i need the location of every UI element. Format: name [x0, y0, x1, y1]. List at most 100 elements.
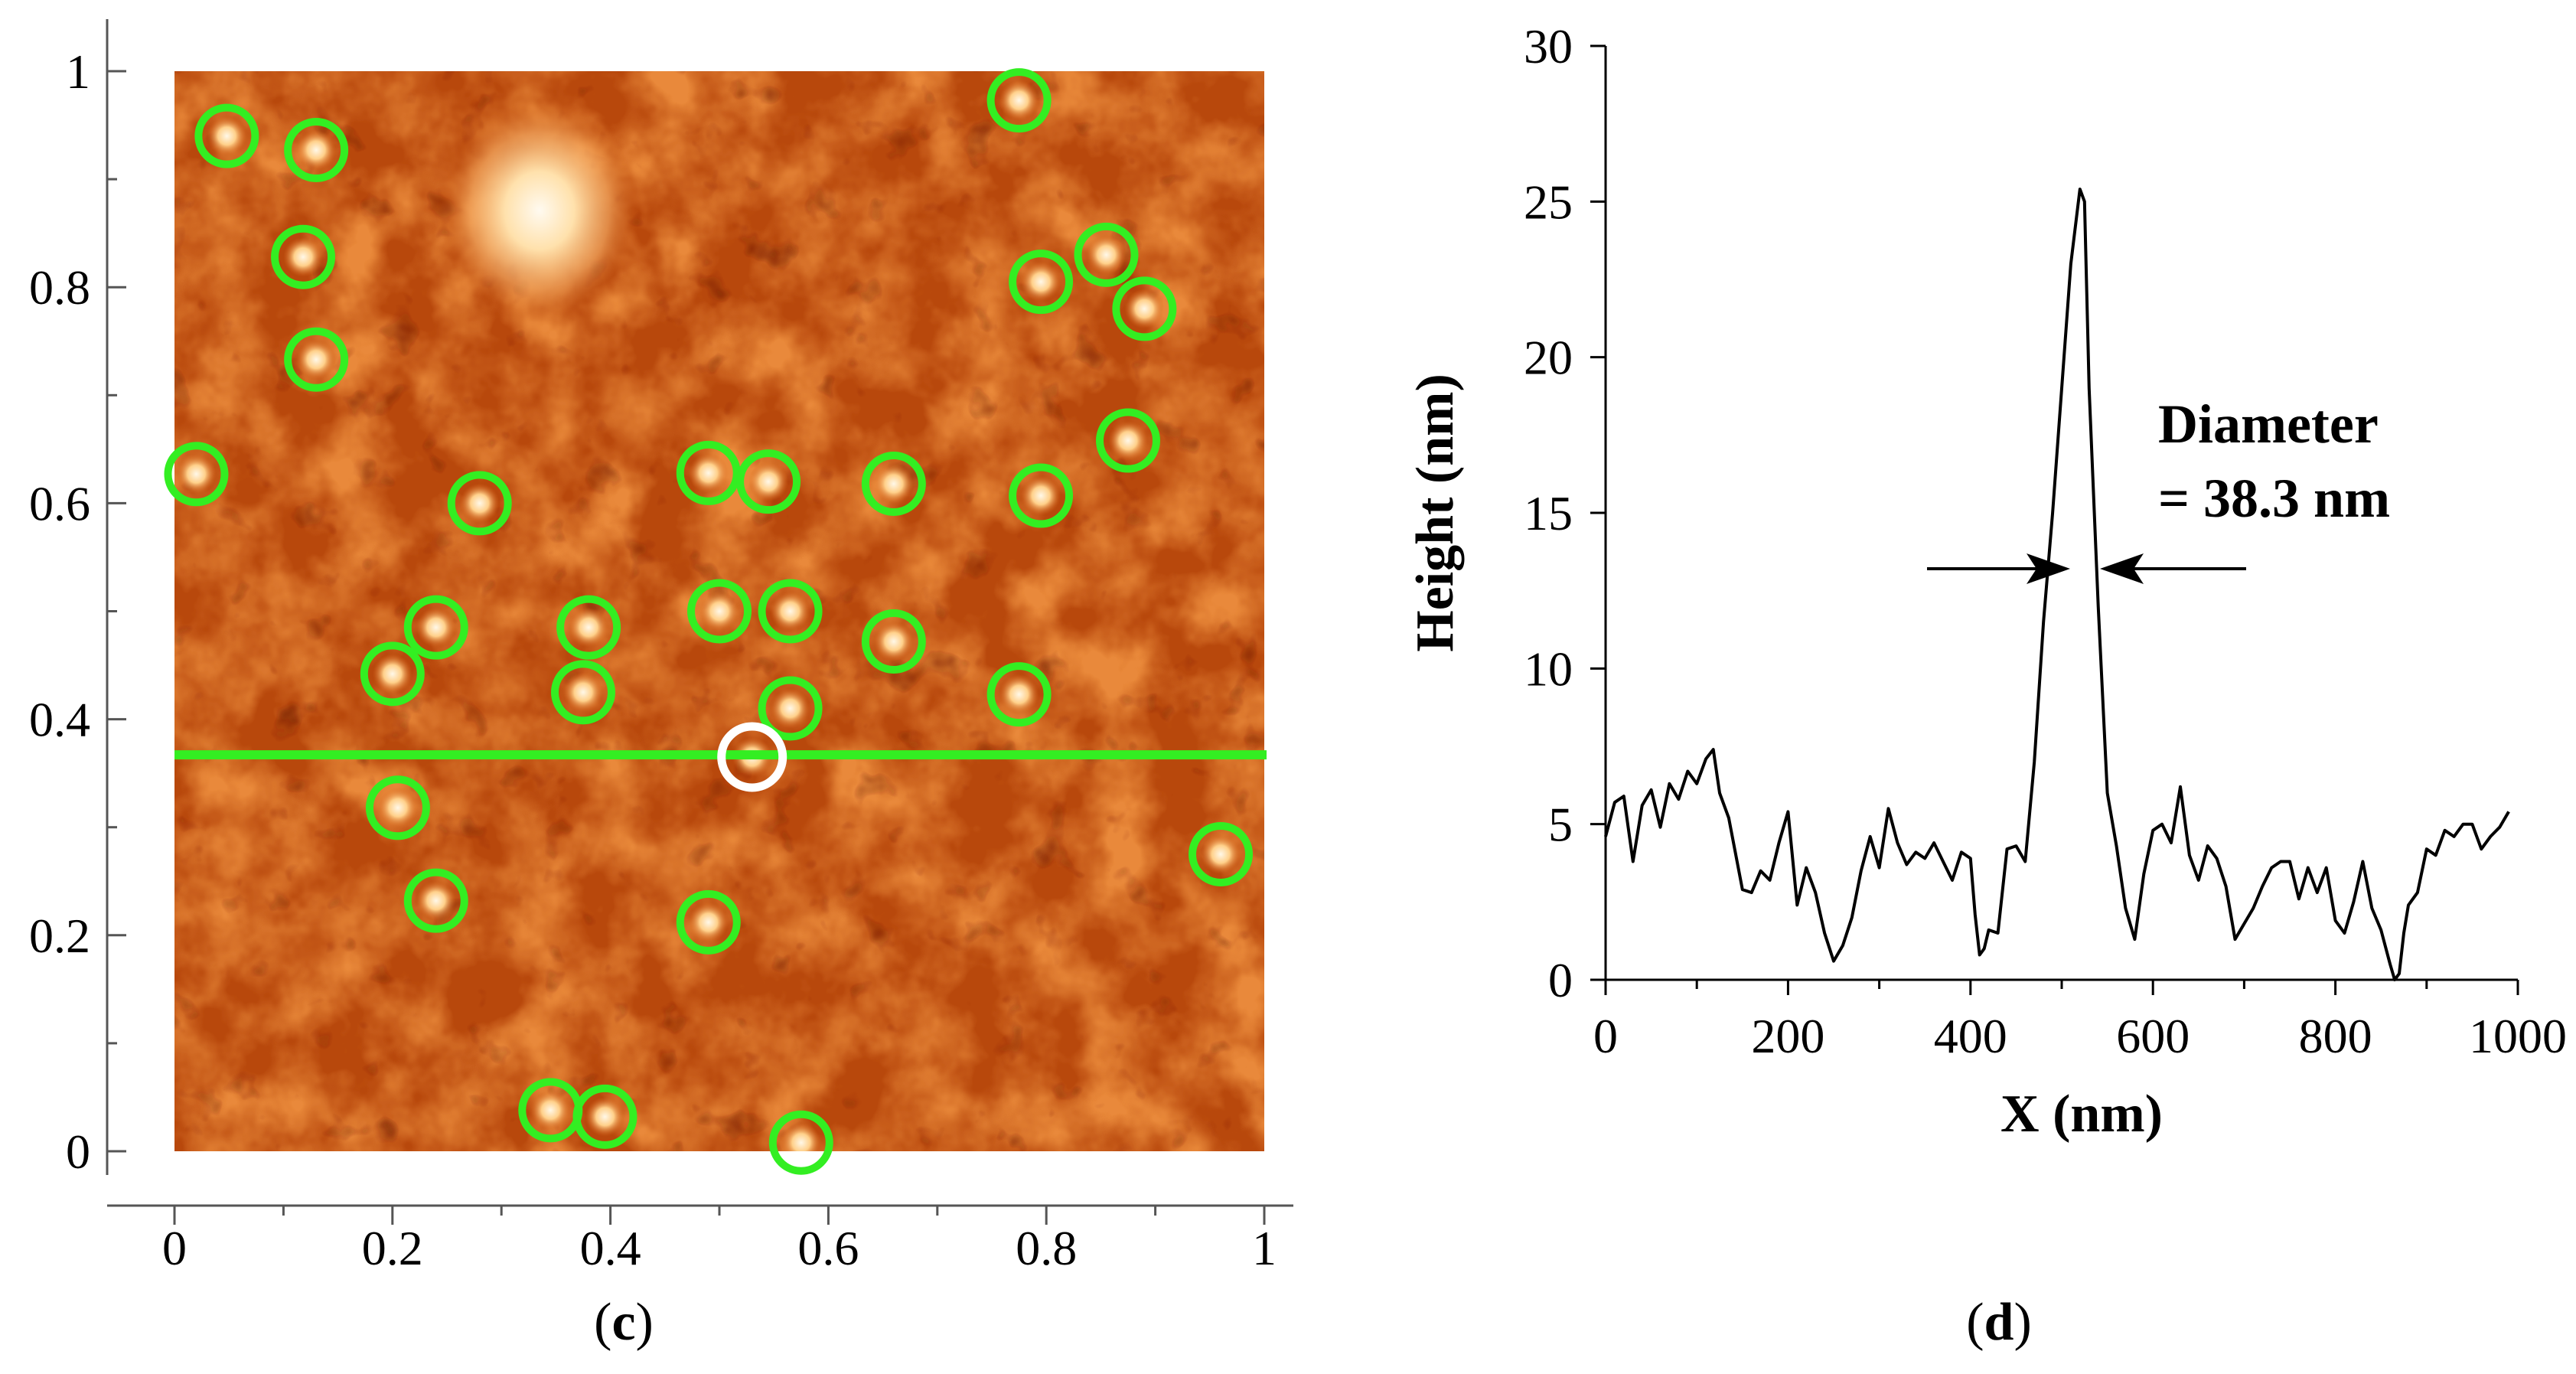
particle-spot [748, 462, 789, 502]
d-y-tick-label: 20 [1524, 331, 1573, 385]
particle-spot [207, 116, 247, 156]
particle-spot [176, 454, 217, 494]
particle-marker [768, 1110, 833, 1175]
particle-spot [1021, 475, 1061, 516]
c-y-tick-label: 0.2 [29, 909, 90, 963]
panel-label-c: (c) [594, 1293, 654, 1352]
particle-spot [585, 1096, 625, 1137]
diameter-annotation-line1: Diameter [2158, 393, 2379, 455]
particle-marker [1074, 222, 1139, 287]
d-x-tick-label: 0 [1593, 1009, 1618, 1063]
particle-spot [530, 1090, 571, 1131]
d-x-tick-label: 1000 [2469, 1009, 2567, 1063]
particle-marker [861, 609, 926, 674]
particle-spot [1201, 834, 1241, 874]
particle-spot [563, 672, 603, 713]
particle-marker [284, 327, 349, 392]
particle-marker [403, 868, 468, 933]
particle-marker [164, 442, 229, 507]
particle-spot [459, 483, 500, 524]
particle-marker [284, 118, 349, 183]
particle-spot [873, 464, 914, 504]
d-y-tick-label: 10 [1524, 641, 1573, 696]
d-x-axis-title: X (nm) [2000, 1085, 2163, 1144]
particle-spot [781, 1122, 821, 1151]
particle-spot [1086, 234, 1127, 275]
particle-spot [416, 880, 456, 921]
particle-marker [861, 452, 926, 517]
particle-spot [1108, 420, 1148, 461]
height-profile-line [1604, 188, 2510, 981]
particle-marker [403, 595, 468, 660]
particle-marker [556, 595, 621, 660]
d-y-tick-label: 5 [1548, 798, 1573, 852]
particle-marker [758, 676, 823, 741]
panel-label-d: (d) [1966, 1293, 2032, 1352]
particle-marker [687, 579, 752, 644]
panel-c: 0 0.2 0.4 0.6 0.8 1 0 0.2 0.4 0.6 0.8 1 (c) [29, 19, 1293, 1352]
particle-spot [699, 591, 739, 632]
particle-spot [688, 452, 729, 493]
particle-marker [551, 660, 615, 725]
bright-aggregate [440, 100, 639, 321]
particle-spot [1021, 262, 1061, 302]
particle-marker [194, 103, 259, 168]
d-x-tick-label: 400 [1934, 1009, 2007, 1063]
particle-spot [770, 591, 810, 632]
particle-marker [1189, 821, 1254, 886]
d-x-tick-label: 200 [1751, 1009, 1824, 1063]
particle-spot [569, 607, 609, 648]
particle-marker [676, 889, 741, 955]
c-x-tick-label: 0 [162, 1221, 187, 1275]
d-x-tick-label: 600 [2116, 1009, 2190, 1063]
particle-marker [758, 579, 823, 644]
d-y-tick-label: 15 [1524, 486, 1573, 540]
panel-d: 0 200 400 600 800 1000 0 5 10 15 20 25 30 Diameter =… [1406, 19, 2567, 1352]
d-y-tick-label: 25 [1524, 175, 1573, 229]
c-y-tick-label: 0.4 [29, 693, 90, 747]
particle-spot [770, 688, 810, 729]
particle-marker [1096, 408, 1160, 473]
c-y-tick-label: 1 [66, 44, 90, 99]
particle-spot [372, 654, 412, 694]
particle-spot [416, 607, 456, 648]
particle-marker [676, 440, 741, 505]
selected-particle-marker [717, 722, 787, 792]
c-x-tick-label: 1 [1252, 1221, 1277, 1275]
c-x-tick-label: 0.4 [580, 1221, 641, 1275]
particle-marker [271, 224, 336, 289]
d-x-tick-label: 800 [2299, 1009, 2372, 1063]
particle-marker [1009, 250, 1074, 315]
d-y-axis-title: Height (nm) [1406, 374, 1465, 652]
c-y-tick-label: 0.8 [29, 260, 90, 315]
particle-spot [1124, 289, 1165, 329]
c-x-tick-label: 0.8 [1016, 1221, 1077, 1275]
particle-marker [1112, 276, 1177, 341]
particle-marker [365, 775, 430, 840]
particle-marker [447, 471, 512, 536]
particle-spot [296, 130, 337, 171]
particle-marker [360, 641, 425, 707]
afm-image [174, 71, 1264, 1151]
d-y-tick-label: 30 [1524, 19, 1573, 73]
c-x-tick-label: 0.6 [797, 1221, 859, 1275]
particle-spot [688, 902, 729, 942]
particle-spot [377, 788, 418, 828]
particle-spot [283, 237, 324, 277]
particle-marker [986, 662, 1052, 727]
particle-spot [296, 339, 337, 380]
diameter-arrows [1927, 553, 2246, 584]
diameter-annotation-line2: = 38.3 nm [2158, 468, 2390, 529]
particle-spot [873, 622, 914, 662]
particle-spot [999, 80, 1039, 121]
c-y-tick-label: 0.6 [29, 476, 90, 530]
particle-marker [736, 449, 801, 514]
c-x-tick-label: 0.2 [362, 1221, 423, 1275]
d-y-tick-label: 0 [1548, 953, 1573, 1007]
particle-marker [986, 68, 1052, 133]
particle-spot [999, 674, 1039, 715]
particle-marker [1009, 463, 1074, 528]
c-y-tick-label: 0 [66, 1124, 90, 1179]
particle-marker [572, 1084, 637, 1149]
